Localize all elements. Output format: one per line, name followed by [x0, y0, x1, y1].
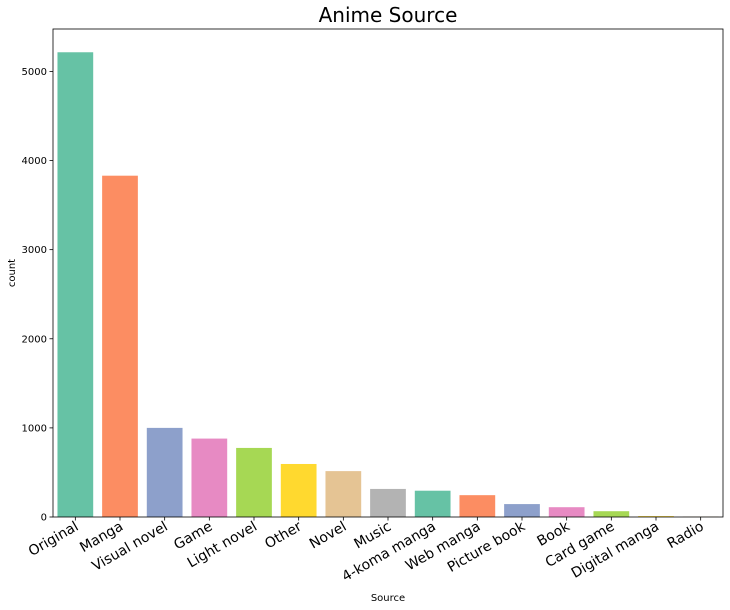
x-tick-label: Original — [26, 519, 81, 560]
y-tick-label: 3000 — [22, 245, 47, 256]
x-tick-label: Radio — [665, 519, 707, 553]
bar-web-manga — [459, 495, 496, 517]
chart-title: Anime Source — [319, 3, 458, 27]
bar-game — [191, 438, 228, 517]
bar-music — [370, 488, 406, 517]
x-tick-label: Novel — [307, 519, 349, 553]
x-axis-label: Source — [371, 593, 405, 604]
y-tick-label: 4000 — [22, 156, 47, 167]
y-tick-label: 2000 — [22, 334, 47, 345]
bar-manga — [102, 175, 138, 517]
plot-frame — [52, 28, 724, 518]
y-tick-label: 5000 — [22, 67, 47, 78]
y-tick-label: 1000 — [22, 423, 47, 434]
bar-book — [548, 507, 585, 517]
bar-digital-manga — [638, 516, 674, 517]
bar-other — [280, 463, 317, 517]
bar-4-koma-manga — [414, 490, 451, 517]
bar-novel — [325, 471, 362, 517]
y-tick-label: 0 — [41, 513, 47, 524]
x-tick-label: Other — [262, 518, 305, 552]
y-axis: 0 1000 2000 3000 4000 5000 — [22, 67, 53, 524]
bar-light-novel — [236, 447, 272, 517]
bar-visual-novel — [146, 427, 183, 517]
bar-card-game — [593, 511, 630, 517]
bar-original — [57, 52, 94, 517]
bars-group — [57, 52, 719, 517]
bar-picture-book — [504, 504, 540, 517]
y-axis-label: count — [7, 259, 18, 287]
